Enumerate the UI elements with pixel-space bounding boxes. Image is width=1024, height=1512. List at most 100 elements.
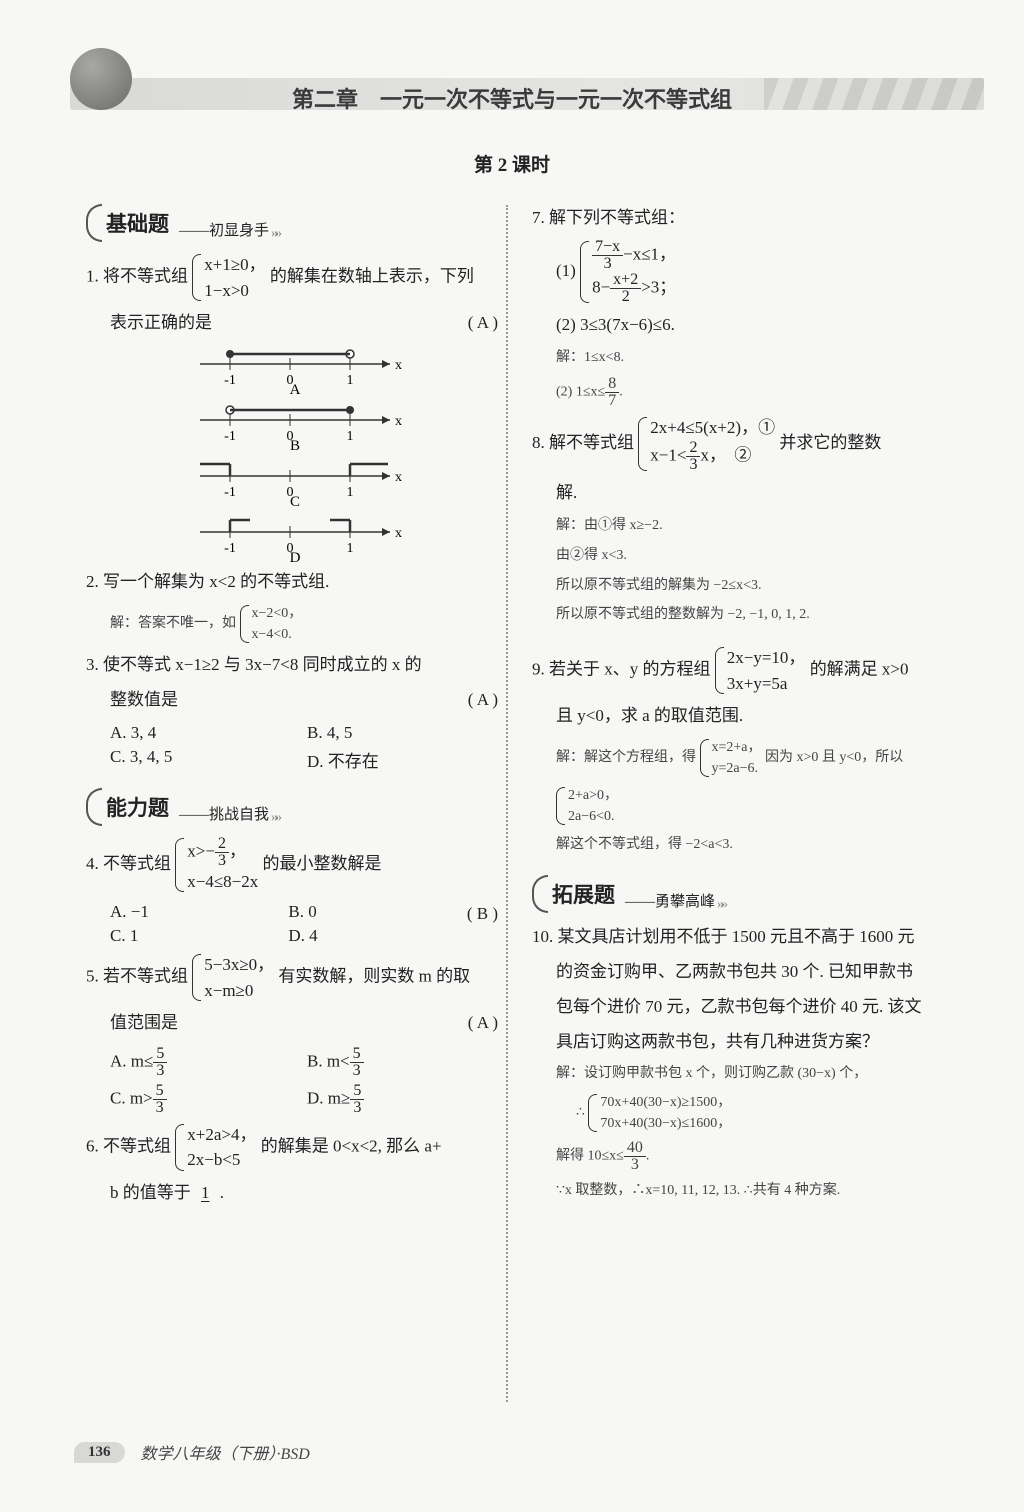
section-sub: ——挑战自我	[179, 803, 269, 826]
svg-text:x: x	[395, 470, 402, 485]
section-basic: 基础题 ——初显身手 »»	[86, 204, 504, 242]
q7-p1-label: (1)	[556, 261, 576, 280]
numberline-a: -1 0 1 x A	[180, 344, 410, 394]
q9-stem-a: 9. 若关于 x、y 的方程组	[532, 660, 711, 679]
q4-options: A. −1 B. 0 C. 1 D. 4	[86, 900, 467, 948]
q7-b1-top: 7−x3−x≤1，	[592, 239, 676, 272]
q3-opt-d: D. 不存在	[307, 745, 504, 774]
q9-brace-bot: 3x+y=5a	[727, 671, 806, 697]
q5-options: A. m≤53 B. m<53 C. m>53 D. m≥53	[86, 1044, 504, 1118]
tick-m1: -1	[224, 373, 236, 388]
svg-text:1: 1	[347, 429, 354, 444]
q9-brace: 2x−y=10， 3x+y=5a	[715, 645, 806, 696]
q5-answer: ( A )	[468, 1009, 498, 1038]
q8-sol4: 所以原不等式组的整数解为 −2, −1, 0, 1, 2.	[532, 603, 950, 627]
q9-brace-top: 2x−y=10，	[727, 645, 806, 671]
label-c: C	[290, 494, 300, 506]
svg-text:-1: -1	[224, 541, 236, 556]
q2-brace-top: x−2<0，	[252, 603, 303, 624]
footer: 136 数学八年级（下册）·BSD	[74, 1440, 310, 1464]
q8-stem-b: 并求它的整数	[779, 433, 881, 452]
q8-stem-c: 解.	[532, 479, 950, 508]
section-sub: ——勇攀高峰	[625, 890, 715, 913]
q2-brace-bot: x−4<0.	[252, 624, 303, 645]
q5-brace-bot: x−m≥0	[204, 978, 274, 1004]
section-ability: 能力题 ——挑战自我 »»	[86, 788, 504, 826]
footer-text: 数学八年级（下册）·BSD	[141, 1440, 310, 1464]
q3-opt-c: C. 3, 4, 5	[110, 745, 307, 774]
q4-stem-b: 的最小整数解是	[263, 854, 382, 873]
q1-brace: x+1≥0， 1−x>0	[192, 252, 265, 303]
label-a: A	[290, 382, 301, 394]
q3-a: 3. 使不等式 x−1≥2 与 3x−7<8 同时成立的 x 的	[86, 651, 504, 680]
q7-frac1: 7−x3	[592, 239, 623, 272]
q10-sol1: 解：设订购甲款书包 x 个，则订购乙款 (30−x) 个，	[532, 1062, 950, 1086]
svg-text:1: 1	[347, 541, 354, 556]
q3-b-line: 整数值是 ( A )	[86, 686, 504, 715]
q6-brace-top: x+2a>4，	[187, 1122, 256, 1148]
q3-options: A. 3, 4 B. 4, 5 C. 3, 4, 5 D. 不存在	[86, 721, 504, 774]
q9-sol-b: 因为 x>0 且 y<0，所以	[765, 750, 903, 765]
q1: 1. 将不等式组 x+1≥0， 1−x>0 的解集在数轴上表示，下列	[86, 252, 504, 303]
q7-p1: (1) 7−x3−x≤1， 8−x+22>3；	[532, 239, 950, 305]
q4-stem-a: 4. 不等式组	[86, 854, 171, 873]
q4-bt-b: ，	[229, 841, 246, 860]
q5-line2: 值范围是 ( A )	[86, 1009, 504, 1038]
q8-sol2: 由②得 x<3.	[532, 544, 950, 568]
numberline-d: -1 0 1 x D	[180, 512, 410, 562]
q1-line2: 表示正确的是 ( A )	[86, 309, 504, 338]
q7-sol1: 解：1≤x<8.	[532, 346, 950, 370]
arrows-icon: »»	[717, 897, 725, 913]
q5: 5. 若不等式组 5−3x≥0， x−m≥0 有实数解，则实数 m 的取	[86, 952, 504, 1003]
q6-brace: x+2a>4， 2x−b<5	[175, 1122, 256, 1173]
label-b: B	[290, 438, 300, 450]
q5-stem-b: 有实数解，则实数 m 的取	[278, 966, 470, 985]
svg-text:-1: -1	[224, 429, 236, 444]
q7-brace1: 7−x3−x≤1， 8−x+22>3；	[580, 239, 676, 305]
section-name: 基础题	[100, 208, 175, 238]
right-column: 7. 解下列不等式组： (1) 7−x3−x≤1， 8−x+22>3； (2) …	[518, 200, 964, 1412]
q10-sol4: ∵x 取整数，∴x=10, 11, 12, 13. ∴共有 4 种方案.	[532, 1179, 950, 1203]
page: 第二章 一元一次不等式与一元一次不等式组 第 2 课时 基础题 ——初显身手 »…	[0, 0, 1024, 1512]
q9-stem-c: 且 y<0，求 a 的取值范围.	[532, 702, 950, 731]
q6: 6. 不等式组 x+2a>4， 2x−b<5 的解集是 0<x<2, 那么 a+	[86, 1122, 504, 1173]
q8-brace: 2x+4≤5(x+2)，① x−1<23x， ②	[638, 415, 775, 474]
frac-n: 2	[215, 836, 229, 853]
q5-brace-top: 5−3x≥0，	[204, 952, 274, 978]
q4-answer: ( B )	[467, 900, 498, 929]
q1-stem-a: 1. 将不等式组	[86, 266, 188, 285]
q4-opt-d: D. 4	[288, 924, 466, 948]
q8-stem-a: 8. 解不等式组	[532, 433, 634, 452]
q8-brace-top: 2x+4≤5(x+2)，①	[650, 415, 775, 441]
q1-stem-c: 表示正确的是	[110, 313, 212, 332]
q9-sol2: 2+a>0， 2a−6<0.	[532, 785, 950, 827]
numberline-b: -1 0 1 x B	[180, 400, 410, 450]
q10-sol-pre: ∴	[576, 1105, 585, 1120]
q7-frac2: x+22	[610, 272, 641, 305]
q7-p2: (2) 3≤3(7x−6)≤6.	[532, 311, 950, 340]
q6-tail: .	[220, 1183, 224, 1202]
q9-sol3: 解这个不等式组，得 −2<a<3.	[532, 833, 950, 857]
q8: 8. 解不等式组 2x+4≤5(x+2)，① x−1<23x， ② 并求它的整数	[532, 415, 950, 474]
q10-l3: 包每个进价 70 元，乙款书包每个进价 40 元. 该文	[532, 993, 950, 1022]
q4-opt-b: B. 0	[288, 900, 466, 924]
q8-sol3: 所以原不等式组的解集为 −2≤x<3.	[532, 574, 950, 598]
q6-stem-a: 6. 不等式组	[86, 1136, 171, 1155]
columns: 基础题 ——初显身手 »» 1. 将不等式组 x+1≥0， 1−x>0 的解集在…	[72, 200, 964, 1412]
q7-sol2: (2) 1≤x≤87.	[532, 376, 950, 409]
q1-brace-bot: 1−x>0	[204, 278, 265, 304]
q9-sol-a: 解：解这个方程组，得	[556, 750, 696, 765]
q2-stem: 2. 写一个解集为 x<2 的不等式组.	[86, 568, 504, 597]
svg-text:-1: -1	[224, 485, 236, 500]
q1-brace-top: x+1≥0，	[204, 252, 265, 278]
section-sub: ——初显身手	[179, 219, 269, 242]
q3-answer: ( A )	[468, 686, 498, 715]
svg-text:1: 1	[347, 485, 354, 500]
q5-stem-c: 值范围是	[110, 1013, 178, 1032]
q3-opt-a: A. 3, 4	[110, 721, 307, 745]
q4-brace: x>−23， x−4≤8−2x	[175, 836, 258, 895]
arrows-icon: »»	[271, 226, 279, 242]
section-name: 能力题	[100, 792, 175, 822]
left-column: 基础题 ——初显身手 »» 1. 将不等式组 x+1≥0， 1−x>0 的解集在…	[72, 200, 518, 1412]
q10-l4: 具店订购这两款书包，共有几种进货方案？	[532, 1028, 950, 1057]
